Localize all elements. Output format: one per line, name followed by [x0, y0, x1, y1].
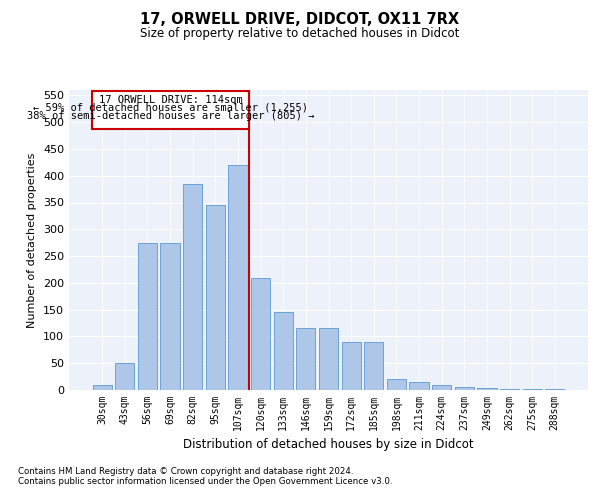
Bar [387, 380, 406, 390]
FancyBboxPatch shape [92, 91, 249, 128]
Bar [319, 328, 338, 390]
Bar [183, 184, 202, 390]
Bar [160, 242, 180, 390]
Bar [432, 384, 451, 390]
Bar [455, 388, 474, 390]
Bar [341, 342, 361, 390]
Text: Contains HM Land Registry data © Crown copyright and database right 2024.: Contains HM Land Registry data © Crown c… [18, 467, 353, 476]
Text: Size of property relative to detached houses in Didcot: Size of property relative to detached ho… [140, 28, 460, 40]
Bar [477, 388, 497, 390]
Bar [92, 384, 112, 390]
Text: Contains public sector information licensed under the Open Government Licence v3: Contains public sector information licen… [18, 477, 392, 486]
Bar [364, 342, 383, 390]
Y-axis label: Number of detached properties: Number of detached properties [28, 152, 37, 328]
Bar [500, 389, 519, 390]
Bar [274, 312, 293, 390]
Text: 38% of semi-detached houses are larger (805) →: 38% of semi-detached houses are larger (… [27, 111, 314, 121]
Text: 17, ORWELL DRIVE, DIDCOT, OX11 7RX: 17, ORWELL DRIVE, DIDCOT, OX11 7RX [140, 12, 460, 28]
Bar [138, 242, 157, 390]
Bar [251, 278, 270, 390]
X-axis label: Distribution of detached houses by size in Didcot: Distribution of detached houses by size … [183, 438, 474, 452]
Text: 17 ORWELL DRIVE: 114sqm: 17 ORWELL DRIVE: 114sqm [99, 95, 242, 105]
Text: ← 59% of detached houses are smaller (1,255): ← 59% of detached houses are smaller (1,… [33, 103, 308, 113]
Bar [115, 363, 134, 390]
Bar [409, 382, 428, 390]
Bar [206, 205, 225, 390]
Bar [229, 165, 248, 390]
Bar [296, 328, 316, 390]
